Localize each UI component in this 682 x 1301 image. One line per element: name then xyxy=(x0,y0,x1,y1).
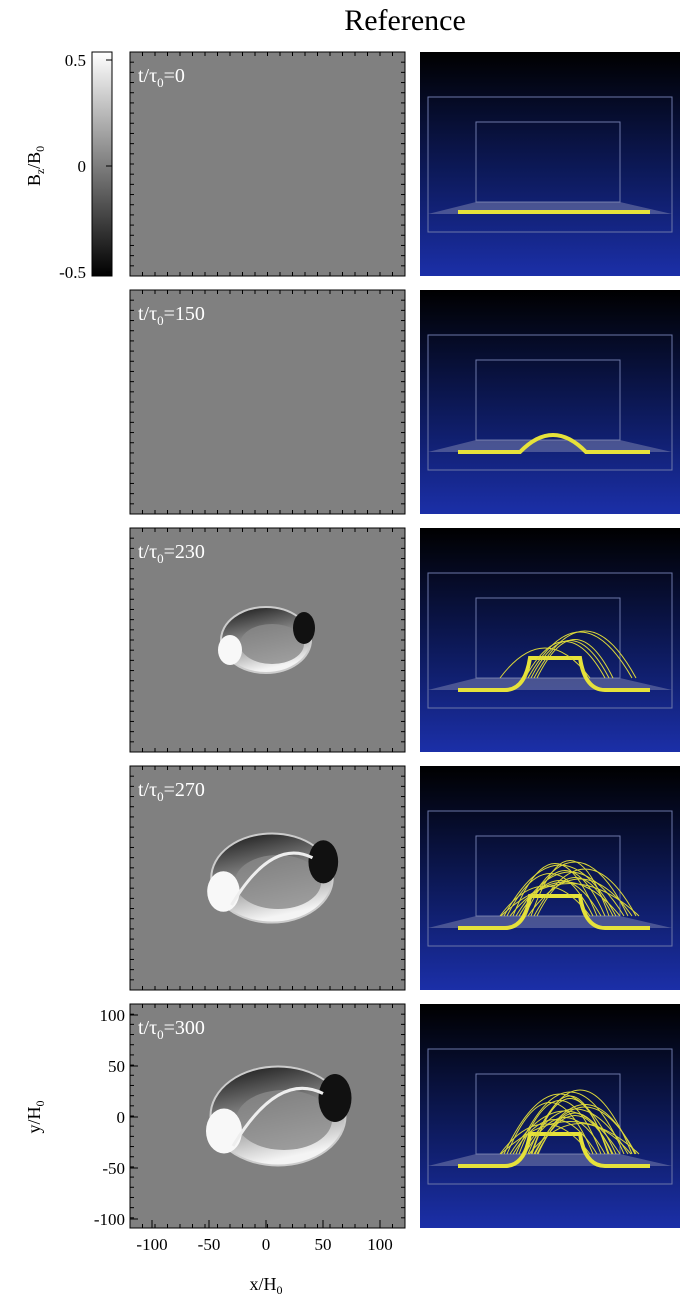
time-label-suffix: =300 xyxy=(164,1017,205,1039)
time-label-suffix: =0 xyxy=(164,65,185,87)
field-line-view xyxy=(420,1004,680,1228)
figure-title: Reference xyxy=(344,4,466,37)
colorbar xyxy=(92,52,112,276)
colorbar-label: Bz/B0 xyxy=(24,146,47,186)
time-label-suffix: =150 xyxy=(164,303,205,325)
field-line-view xyxy=(420,290,680,514)
time-label-prefix: t/τ xyxy=(138,303,157,325)
x-tick-label: 50 xyxy=(315,1235,332,1254)
x-tick-label: -50 xyxy=(198,1235,221,1254)
dark-pole xyxy=(319,1074,352,1122)
colorbar-tick-label: 0 xyxy=(78,157,87,176)
dark-pole xyxy=(293,612,315,644)
time-label: t/τ0=300 xyxy=(138,1017,205,1042)
bright-pole xyxy=(207,871,239,912)
y-tick-label: 50 xyxy=(108,1057,125,1076)
x-axis-label: x/H0 xyxy=(250,1274,283,1297)
time-label-prefix: t/τ xyxy=(138,541,157,563)
bright-pole xyxy=(218,635,242,665)
y-tick-label: -100 xyxy=(94,1210,125,1229)
field-line-view xyxy=(420,52,680,276)
time-label: t/τ0=230 xyxy=(138,541,205,566)
time-label-prefix: t/τ xyxy=(138,779,157,801)
x-tick-label: 0 xyxy=(262,1235,271,1254)
figure: Reference Bz/B0 y/H0 x/H0 0.5 0 -0.5 t/τ 0 =0… xyxy=(0,0,682,1301)
time-label-prefix: t/τ xyxy=(138,65,157,87)
colorbar-tick-label: -0.5 xyxy=(59,263,86,282)
dark-pole xyxy=(308,840,338,883)
time-label-suffix: =270 xyxy=(164,779,205,801)
x-tick-label: -100 xyxy=(136,1235,167,1254)
y-tick-label: -50 xyxy=(102,1159,125,1178)
time-label: t/τ0=150 xyxy=(138,303,205,328)
time-label-prefix: t/τ xyxy=(138,1017,157,1039)
x-tick-label: 100 xyxy=(367,1235,393,1254)
bright-pole xyxy=(206,1109,242,1154)
time-label: t/τ0=270 xyxy=(138,779,205,804)
y-tick-label: 0 xyxy=(117,1108,126,1127)
colorbar-tick-label: 0.5 xyxy=(65,51,86,70)
y-axis-label: y/H0 xyxy=(24,1101,47,1134)
field-line-view xyxy=(420,528,680,752)
time-label-suffix: =230 xyxy=(164,541,205,563)
y-tick-label: 100 xyxy=(100,1006,126,1025)
